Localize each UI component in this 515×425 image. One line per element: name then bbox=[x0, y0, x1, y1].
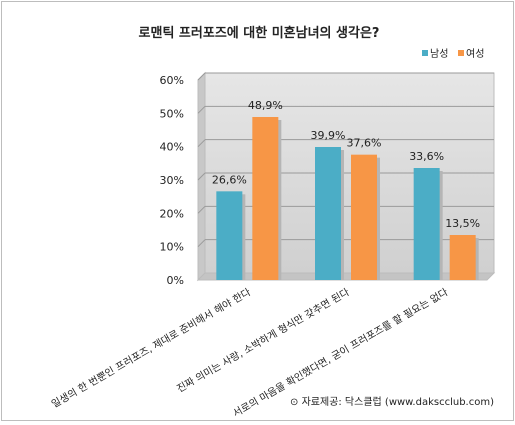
data-label: 33,6% bbox=[409, 150, 444, 163]
y-tick-label: 0% bbox=[167, 274, 184, 287]
bar bbox=[252, 117, 279, 280]
y-tick-label: 40% bbox=[160, 141, 184, 154]
gridline-depth bbox=[197, 205, 206, 214]
y-tick-label: 50% bbox=[160, 107, 184, 120]
gridline-depth bbox=[197, 172, 206, 181]
y-tick-label: 20% bbox=[160, 207, 184, 220]
data-label: 26,6% bbox=[212, 173, 247, 186]
data-label: 13,5% bbox=[445, 217, 480, 230]
chart-title: 로맨틱 프러포즈에 대한 미혼남녀의 생각은? bbox=[139, 25, 380, 41]
x-category-label: 일생의 한 번뿐인 프러포즈, 제대로 준비해서 해야 한다 bbox=[49, 285, 253, 410]
data-label: 37,6% bbox=[347, 137, 382, 150]
plot-area: 0% 10% 20% 30% 40% 50% 60% 26,6% 39,9% 33,6% 48,9%… bbox=[49, 71, 496, 420]
legend-swatch bbox=[422, 50, 428, 56]
source-note: ⊙ 자료제공: 닥스클럽 (www.dakscclub.com) bbox=[290, 396, 494, 408]
data-label: 48,9% bbox=[248, 99, 283, 112]
legend-label: 남성 bbox=[430, 48, 448, 60]
legend-swatch bbox=[458, 50, 464, 56]
gridline-depth bbox=[197, 139, 206, 148]
legend-label: 여성 bbox=[466, 48, 484, 60]
legend: 남성 여성 bbox=[422, 48, 484, 60]
y-tick-label: 60% bbox=[160, 74, 184, 87]
bar bbox=[216, 191, 243, 280]
y-tick-label: 10% bbox=[160, 241, 184, 254]
bar-chart: 로맨틱 프러포즈에 대한 미혼남녀의 생각은? 0% 10% 20% 30% 40% 50… bbox=[49, 25, 496, 420]
gridline-depth bbox=[197, 72, 206, 81]
bar bbox=[315, 147, 341, 280]
bar bbox=[351, 154, 377, 280]
gridline-depth bbox=[197, 105, 206, 114]
data-label: 39,9% bbox=[311, 129, 346, 142]
gridline-depth bbox=[197, 239, 206, 248]
y-tick-label: 30% bbox=[160, 174, 184, 187]
x-category-label: 진짜 의미는 사랑, 소박하게 형식만 갖추면 된다 bbox=[174, 285, 351, 395]
bar bbox=[449, 235, 476, 280]
bar bbox=[413, 168, 440, 280]
